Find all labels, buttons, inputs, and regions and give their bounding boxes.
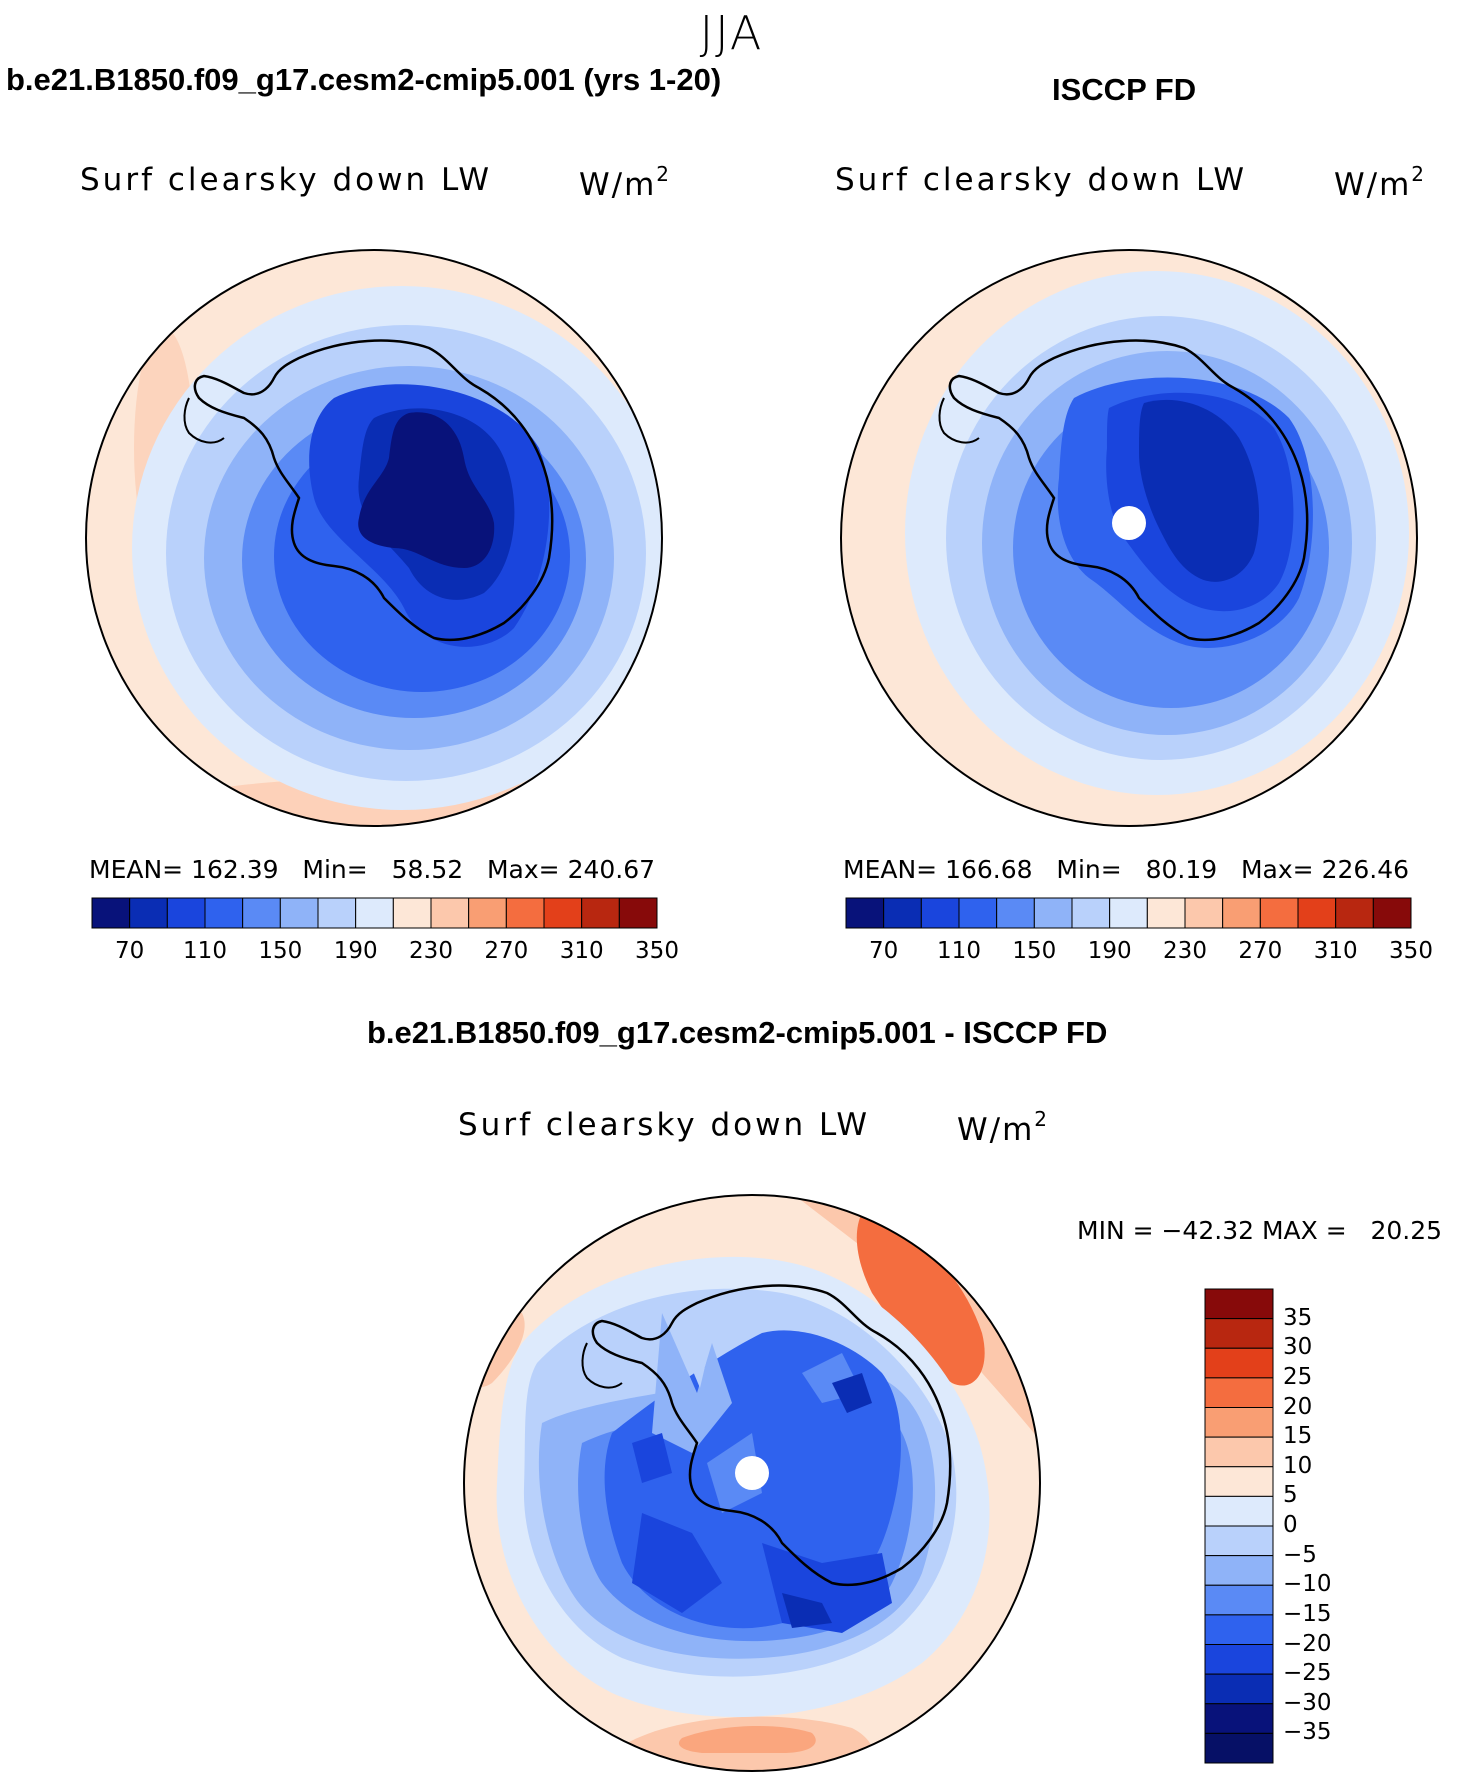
colorbar-swatch xyxy=(505,897,545,929)
colorbar-swatch xyxy=(1204,1703,1274,1734)
colorbar-label: −5 xyxy=(1283,1541,1317,1568)
colorbar-swatch xyxy=(468,897,507,929)
colorbar-swatch xyxy=(1033,897,1073,929)
panel-3-title: b.e21.B1850.f09_g17.cesm2-cmip5.001 - IS… xyxy=(367,1015,1108,1050)
colorbar-swatch xyxy=(1297,897,1337,929)
colorbar-swatch xyxy=(1204,1555,1274,1586)
panel-1-map xyxy=(85,249,663,827)
colorbar-label: 70 xyxy=(869,938,899,964)
panel-1-title: b.e21.B1850.f09_g17.cesm2-cmip5.001 (yrs… xyxy=(6,62,722,97)
colorbar-label: −15 xyxy=(1283,1600,1332,1627)
colorbar-swatch xyxy=(1222,897,1261,929)
colorbar-label: 5 xyxy=(1283,1482,1298,1509)
colorbar-swatch xyxy=(996,897,1035,929)
colorbar-label: −35 xyxy=(1283,1719,1332,1746)
colorbar-label: 20 xyxy=(1283,1393,1313,1420)
colorbar-swatch xyxy=(1146,897,1186,929)
panel-1-units: W/m2 xyxy=(579,162,672,203)
colorbar-label: 270 xyxy=(484,938,529,964)
panel-2-colorbar-labels: 70 110 150 190 230 270 310 350 xyxy=(846,938,1433,968)
colorbar-swatch xyxy=(1204,1732,1274,1764)
colorbar-swatch xyxy=(1204,1673,1274,1705)
panel-3-colorbar xyxy=(1204,1288,1274,1764)
colorbar-swatch xyxy=(355,897,394,929)
colorbar-swatch xyxy=(91,897,131,929)
colorbar-label: 70 xyxy=(115,938,145,964)
colorbar-label: −30 xyxy=(1283,1689,1332,1716)
colorbar-swatch xyxy=(920,897,960,929)
panel-3-minmax: MIN = −42.32 MAX = 20.25 xyxy=(1077,1216,1443,1245)
colorbar-label: 350 xyxy=(1389,938,1433,964)
colorbar-swatch xyxy=(1259,897,1299,929)
colorbar-label: 310 xyxy=(1313,938,1358,964)
season-title: JJA xyxy=(699,6,764,60)
colorbar-swatch xyxy=(543,897,583,929)
colorbar-label: 15 xyxy=(1283,1423,1313,1450)
colorbar-label: 10 xyxy=(1283,1452,1313,1479)
colorbar-swatch xyxy=(430,897,470,929)
colorbar-swatch xyxy=(166,897,206,929)
colorbar-swatch xyxy=(1204,1407,1274,1438)
colorbar-label: 310 xyxy=(559,938,604,964)
panel-3-map xyxy=(463,1194,1041,1772)
panel-3-variable: Surf clearsky down LW xyxy=(458,1107,871,1143)
colorbar-swatch xyxy=(1204,1525,1274,1557)
panel-1-colorbar-labels: 70 110 150 190 230 270 310 350 xyxy=(92,938,679,968)
colorbar-swatch xyxy=(1204,1377,1274,1408)
colorbar-swatch xyxy=(581,897,620,929)
colorbar-swatch xyxy=(1204,1288,1274,1320)
colorbar-swatch xyxy=(1335,897,1374,929)
colorbar-label: 270 xyxy=(1238,938,1283,964)
colorbar-label: 25 xyxy=(1283,1363,1313,1390)
colorbar-swatch xyxy=(392,897,432,929)
panel-1-stats: MEAN= 162.39 Min= 58.52 Max= 240.67 xyxy=(89,855,656,884)
colorbar-label: −10 xyxy=(1283,1571,1332,1598)
colorbar-swatch xyxy=(1109,897,1148,929)
colorbar-swatch xyxy=(279,897,319,929)
panel-1-colorbar xyxy=(91,897,658,929)
colorbar-swatch xyxy=(1204,1318,1274,1349)
colorbar-swatch xyxy=(1204,1347,1274,1379)
panel-3-units: W/m2 xyxy=(957,1107,1050,1148)
colorbar-label: 190 xyxy=(333,938,378,964)
colorbar-swatch xyxy=(1071,897,1111,929)
colorbar-label: 230 xyxy=(1163,938,1207,964)
panel-2-title: ISCCP FD xyxy=(1052,72,1197,107)
colorbar-swatch xyxy=(1204,1466,1274,1497)
colorbar-label: 230 xyxy=(409,938,453,964)
colorbar-label: −25 xyxy=(1283,1660,1332,1687)
colorbar-swatch xyxy=(883,897,922,929)
panel-1-variable: Surf clearsky down LW xyxy=(80,162,493,198)
colorbar-swatch xyxy=(129,897,168,929)
colorbar-label: 35 xyxy=(1283,1304,1313,1331)
panel-2-stats: MEAN= 166.68 Min= 80.19 Max= 226.46 xyxy=(843,855,1410,884)
colorbar-swatch xyxy=(1204,1436,1274,1468)
panel-2-units: W/m2 xyxy=(1334,162,1427,203)
colorbar-label: 110 xyxy=(183,938,227,964)
colorbar-swatch xyxy=(845,897,885,929)
colorbar-label: 190 xyxy=(1087,938,1132,964)
colorbar-label: 110 xyxy=(937,938,981,964)
colorbar-label: 30 xyxy=(1283,1334,1313,1361)
colorbar-swatch xyxy=(317,897,357,929)
colorbar-swatch xyxy=(1204,1614,1274,1645)
colorbar-swatch xyxy=(958,897,998,929)
panel-2-colorbar xyxy=(845,897,1412,929)
colorbar-swatch xyxy=(1204,1495,1274,1527)
colorbar-swatch xyxy=(1204,1644,1274,1675)
colorbar-swatch xyxy=(1372,897,1412,929)
colorbar-label: 150 xyxy=(258,938,303,964)
panel-2-map xyxy=(840,249,1418,827)
colorbar-swatch xyxy=(1184,897,1224,929)
colorbar-swatch xyxy=(204,897,244,929)
colorbar-label: 350 xyxy=(635,938,679,964)
panel-2-variable: Surf clearsky down LW xyxy=(835,162,1248,198)
colorbar-label: 0 xyxy=(1283,1512,1298,1538)
colorbar-swatch xyxy=(242,897,281,929)
colorbar-swatch xyxy=(1204,1584,1274,1616)
colorbar-swatch xyxy=(618,897,658,929)
colorbar-label: 150 xyxy=(1012,938,1057,964)
colorbar-label: −20 xyxy=(1283,1630,1332,1657)
panel-3-colorbar-labels: 35 30 25 20 15 10 5 0 −5 −10 −15 −20 −25 −30 −35 xyxy=(1283,1289,1423,1769)
